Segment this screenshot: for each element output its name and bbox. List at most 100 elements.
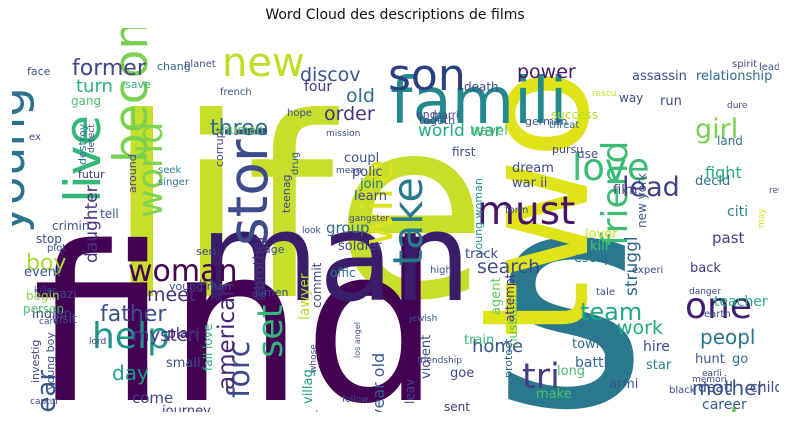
word-year: year bbox=[32, 370, 62, 412]
word-career: career bbox=[702, 397, 747, 412]
word-care: care bbox=[39, 317, 59, 327]
word-togeth: togeth bbox=[419, 114, 455, 127]
word-save: save bbox=[125, 78, 151, 91]
word-train: train bbox=[464, 333, 494, 348]
word-town: town bbox=[572, 337, 604, 352]
word-star: star bbox=[646, 358, 672, 373]
word-way: way bbox=[619, 91, 643, 105]
word-two: two bbox=[450, 68, 622, 338]
word-men: men bbox=[264, 286, 288, 299]
word-detect: detect bbox=[87, 124, 97, 153]
word-woman: woman bbox=[128, 254, 238, 289]
word-rescu: rescu bbox=[592, 89, 616, 99]
word-old: old bbox=[346, 85, 375, 107]
word-help: help bbox=[92, 316, 170, 357]
word-dead: dead bbox=[698, 380, 733, 396]
word-new: new bbox=[222, 40, 305, 86]
word-s: s bbox=[492, 127, 648, 412]
word-retir: retir bbox=[769, 186, 779, 196]
word-journey: journey bbox=[161, 404, 211, 412]
word-hope: hope bbox=[287, 108, 312, 119]
word-leader: leader bbox=[759, 62, 779, 73]
word-polic: polic bbox=[352, 165, 383, 180]
word-back: back bbox=[690, 261, 721, 276]
word-teacher: teacher bbox=[714, 294, 768, 310]
word-ex: ex bbox=[29, 132, 41, 143]
word-wife: wife bbox=[353, 159, 402, 246]
word-friend: friend bbox=[595, 141, 636, 246]
word-chang: chang bbox=[157, 60, 191, 73]
word-black: black bbox=[669, 385, 696, 396]
word-investig: investig bbox=[29, 340, 42, 383]
word-go: go bbox=[732, 352, 748, 367]
word-boy: boy bbox=[26, 251, 66, 276]
word-brother: brother bbox=[250, 234, 268, 290]
word-world: world bbox=[131, 122, 171, 218]
word-becom: becom bbox=[104, 28, 159, 163]
word-life: life bbox=[107, 64, 488, 355]
word-travel: travel bbox=[470, 124, 508, 139]
word-high: high bbox=[430, 265, 452, 276]
word-work: work bbox=[617, 317, 663, 339]
word-discov: discov bbox=[300, 64, 361, 86]
word-person: person bbox=[23, 302, 64, 316]
word-experi: experi bbox=[632, 265, 663, 276]
word-mother: mother bbox=[692, 376, 766, 400]
word-man: man bbox=[200, 187, 471, 329]
word-learn: learn bbox=[354, 189, 387, 204]
word-lover: lover bbox=[585, 227, 618, 242]
word-famili: famili bbox=[390, 65, 567, 139]
word-german: german bbox=[525, 115, 568, 128]
word-day: day bbox=[112, 361, 149, 385]
word-crimin: crimin bbox=[52, 219, 90, 233]
word-fight: fight bbox=[705, 163, 742, 182]
word-human: human bbox=[222, 123, 264, 137]
word-dream: dream bbox=[512, 161, 554, 176]
word-gang: gang bbox=[71, 94, 101, 108]
word-girl: girl bbox=[695, 114, 738, 145]
word-nazi: nazi bbox=[52, 287, 77, 301]
word-team: team bbox=[580, 298, 642, 326]
word-struggl: struggl bbox=[622, 236, 642, 296]
word-relationship: relationship bbox=[696, 69, 772, 84]
word-seek: seek bbox=[158, 165, 182, 176]
word-fall-love: fall love bbox=[201, 324, 215, 371]
word-young-man: young man bbox=[169, 280, 231, 293]
word-come: come bbox=[132, 389, 173, 407]
word-lead: lead bbox=[622, 172, 680, 203]
word-memori: memori bbox=[692, 375, 727, 385]
word-marri: marri bbox=[432, 110, 459, 121]
word-search: search bbox=[477, 256, 540, 278]
word-die: die bbox=[252, 290, 266, 300]
word-jewish: jewish bbox=[408, 314, 437, 324]
word-join: join bbox=[359, 177, 383, 192]
word-attempt: attempt bbox=[503, 274, 517, 322]
word-earli: earli bbox=[702, 369, 722, 379]
word-make: make bbox=[536, 387, 572, 402]
word-visit: visit bbox=[52, 312, 77, 326]
word-threat: threat bbox=[549, 120, 579, 131]
word-use: use bbox=[577, 147, 598, 161]
word-kill: kill bbox=[590, 239, 608, 254]
word-battl: battl bbox=[575, 355, 607, 371]
word-war-ii: war ii bbox=[512, 176, 547, 191]
word-child: child bbox=[750, 380, 779, 396]
word-age: age bbox=[264, 243, 285, 256]
word-former: former bbox=[72, 56, 147, 81]
word-land: land bbox=[717, 134, 743, 148]
word-dure: dure bbox=[727, 101, 748, 111]
word-mean: mean bbox=[336, 166, 362, 176]
word-lord: lord bbox=[89, 337, 106, 347]
word-one: one bbox=[685, 286, 752, 327]
word-assassin: assassin bbox=[632, 69, 687, 84]
word-corrupt: corrupt bbox=[213, 126, 226, 167]
word-destroy: destroy bbox=[76, 123, 89, 165]
word-seri: seri bbox=[196, 245, 216, 258]
word-live: live bbox=[54, 115, 112, 203]
word-escap: escap bbox=[574, 251, 612, 266]
word-sent: sent bbox=[444, 400, 470, 412]
word-three: three bbox=[210, 116, 268, 141]
chart-title: Word Cloud des descriptions de films bbox=[265, 7, 525, 23]
word-begin: begin bbox=[26, 289, 60, 303]
word-stop: stop bbox=[36, 232, 62, 246]
